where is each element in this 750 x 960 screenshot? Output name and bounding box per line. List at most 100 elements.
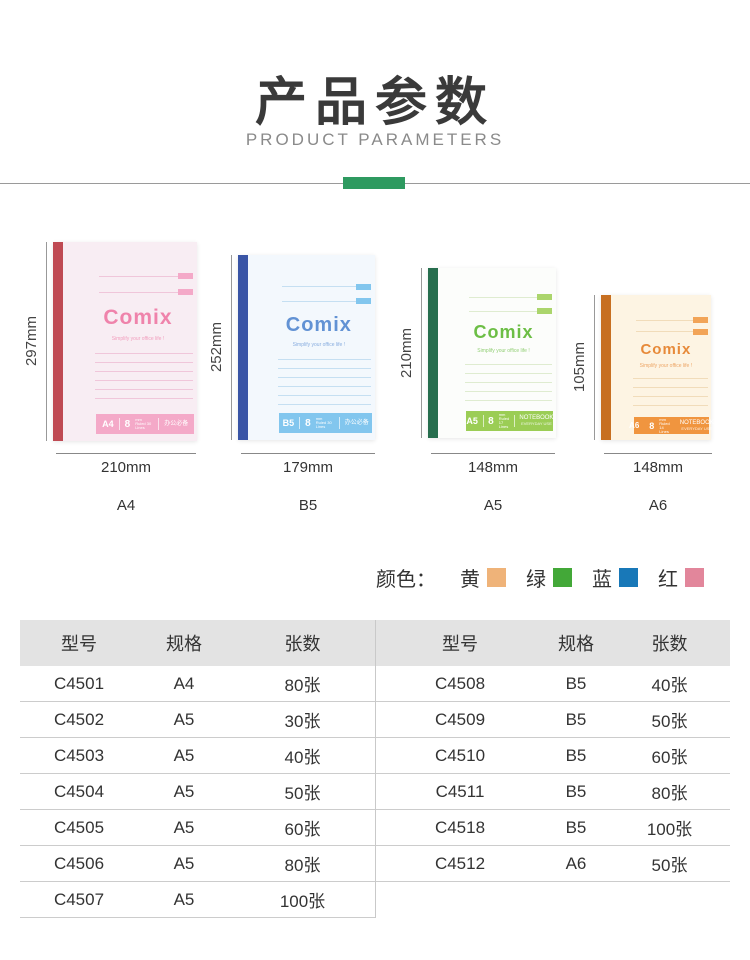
- bar-note-label: mm Ruled 30 Lines: [315, 416, 332, 429]
- table-cell: 80张: [284, 856, 321, 875]
- color-name-label: 黄: [460, 569, 480, 591]
- height-dimension-wrap: 105mm: [568, 295, 590, 440]
- bar-right-label: 办公必备: [344, 420, 369, 426]
- table-cell: C4506: [53, 853, 105, 873]
- page-subtitle: PRODUCT PARAMETERS: [245, 130, 505, 149]
- table-cell: C4511: [435, 781, 485, 801]
- size-name-label: A5: [483, 497, 503, 514]
- table-cell: 40张: [651, 676, 688, 695]
- logo-tagline: Simplify your office life !: [292, 341, 346, 348]
- table-cell: C4509: [434, 709, 486, 729]
- comix-logo: Comix: [473, 322, 534, 343]
- width-dimension-label: 210mm: [100, 459, 152, 476]
- notebook-spine: [601, 295, 611, 440]
- ruled-lines: [632, 370, 708, 413]
- table-cell: 50张: [651, 856, 688, 875]
- column-header-sheets: 张数: [651, 634, 688, 654]
- bar-separator: [338, 417, 340, 429]
- table-cell: C4501: [53, 673, 105, 693]
- cover-tab-mark: [537, 307, 553, 314]
- height-dimension-wrap: 252mm: [205, 255, 227, 440]
- cover-rule-line: [281, 301, 371, 303]
- bar-right-label: NOTEBOOK EVERYDAY USE: [519, 415, 554, 426]
- table-cell: B5: [565, 673, 587, 693]
- color-legend-item: 蓝: [592, 563, 638, 592]
- cover-rule-line: [99, 291, 193, 293]
- cover-rule-line: [636, 319, 708, 321]
- width-dimension-label: 179mm: [282, 459, 334, 476]
- table-row: C4506 A5 80张: [20, 846, 375, 882]
- width-measure-line: [431, 453, 555, 454]
- spec-table-left: 型号 规格 张数 C4501 A4 80张 C4502 A5 30张 C4503 A5 40张 C…: [20, 620, 375, 918]
- color-legend-item: 绿: [526, 563, 572, 592]
- cover-bottom-bar: B5 8 mm Ruled 30 Lines 办公必备: [279, 413, 373, 433]
- table-row: C4511 B5 80张: [376, 774, 730, 810]
- height-measure-line: [46, 242, 47, 441]
- table-row: C4510 B5 60张: [376, 738, 730, 774]
- bar-separator: [299, 417, 301, 429]
- table-header-row: 型号 规格 张数: [20, 620, 375, 666]
- bar-size-label: A4: [102, 419, 114, 429]
- notebook-spine: [238, 255, 248, 440]
- table-row: C4501 A4 80张: [20, 666, 375, 702]
- table-row: C4509 B5 50张: [376, 702, 730, 738]
- height-dimension-label: 252mm: [207, 322, 225, 373]
- table-cell: B5: [565, 709, 587, 729]
- table-cell: A6: [565, 853, 587, 873]
- bar-right-label: 办公必备: [164, 421, 189, 427]
- table-cell: 50张: [651, 712, 688, 731]
- products-section: 297mm Comix Simplify your office life ! …: [0, 230, 750, 520]
- bar-count-label: 8: [305, 417, 311, 429]
- table-row: C4518 B5 100张: [376, 810, 730, 846]
- table-cell: C4512: [434, 853, 486, 873]
- cover-rule-line: [468, 296, 553, 298]
- comix-logo: Comix: [640, 341, 692, 359]
- ruled-lines: [94, 345, 193, 404]
- table-row: C4504 A5 50张: [20, 774, 375, 810]
- ruled-lines: [277, 351, 371, 405]
- height-measure-line: [421, 268, 422, 438]
- table-header-row: 型号 规格 张数: [376, 620, 730, 666]
- column-header-spec: 规格: [558, 634, 594, 654]
- table-cell: 60张: [651, 748, 688, 767]
- table-cell: 100张: [646, 820, 693, 839]
- bar-size-label: A6: [629, 421, 640, 430]
- table-cell: 80张: [651, 784, 688, 803]
- table-row: C4502 A5 30张: [20, 702, 375, 738]
- cover-rule-line: [636, 331, 708, 333]
- cover-bottom-bar: A5 8 mm Ruled 17 Lines NOTEBOOK EVERYDAY …: [466, 411, 554, 431]
- cover-tab-mark: [537, 294, 553, 301]
- cover-tab-mark: [355, 283, 371, 290]
- color-legend: 颜色： 黄 绿 蓝 红: [376, 563, 704, 592]
- color-swatch: [685, 568, 704, 587]
- height-dimension-label: 297mm: [22, 316, 40, 367]
- spec-table-right: 型号 规格 张数 C4508 B5 40张 C4509 B5 50张 C4510 B5 60张 C…: [375, 620, 730, 918]
- bar-note-label: mm Ruled 30 Lines: [135, 417, 152, 430]
- spec-table: 型号 规格 张数 C4501 A4 80张 C4502 A5 30张 C4503 A5 40张 C…: [20, 620, 730, 918]
- width-dimension-label: 148mm: [467, 459, 519, 476]
- width-measure-line: [241, 453, 375, 454]
- bar-right-sublabel: EVERYDAY USE: [521, 421, 552, 426]
- color-name-label: 蓝: [592, 569, 612, 591]
- table-cell: C4503: [53, 745, 105, 765]
- bar-size-label: A5: [466, 416, 478, 426]
- color-swatch: [619, 568, 638, 587]
- product-figure: 105mm Comix Simplify your office life ! …: [568, 295, 714, 520]
- table-cell: C4510: [434, 745, 486, 765]
- cover-tab-mark: [355, 298, 371, 305]
- table-cell: 100张: [279, 892, 326, 911]
- size-name-label: A6: [648, 497, 668, 514]
- table-cell: 30张: [284, 712, 321, 731]
- column-header-spec: 规格: [166, 634, 202, 654]
- bar-right-sublabel: EVERYDAY USE: [681, 425, 713, 431]
- product-figure: 210mm Comix Simplify your office life ! …: [395, 268, 557, 520]
- notebook-cover-image: Comix Simplify your office life ! A4 8 m…: [53, 242, 197, 441]
- bar-count-label: 8: [488, 415, 494, 427]
- table-cell: A5: [173, 817, 195, 837]
- column-header-model: 型号: [442, 634, 478, 654]
- table-cell: A5: [173, 781, 195, 801]
- color-name-label: 红: [658, 569, 678, 591]
- table-row: C4508 B5 40张: [376, 666, 730, 702]
- logo-tagline: Simplify your office life !: [477, 347, 530, 354]
- color-name-label: 绿: [526, 569, 546, 591]
